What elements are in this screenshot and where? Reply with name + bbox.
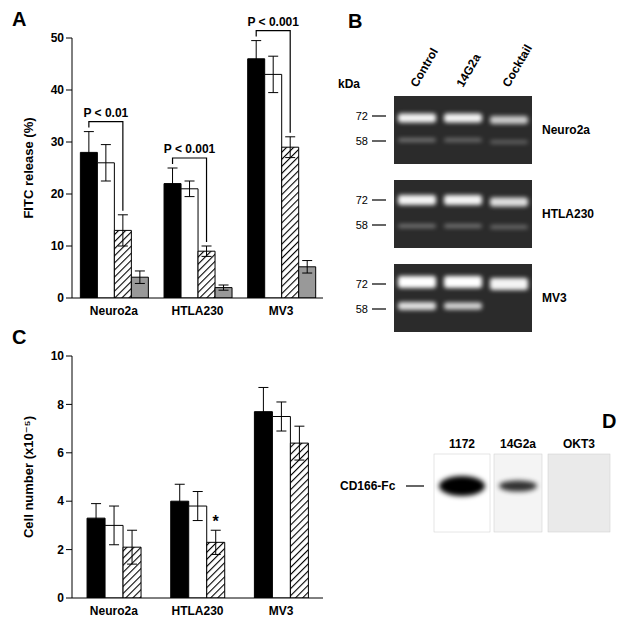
svg-text:10: 10 [51,239,65,253]
svg-text:P < 0.001: P < 0.001 [247,15,299,29]
svg-text:FITC release (%): FITC release (%) [21,117,36,218]
svg-text:HTLA230: HTLA230 [171,604,223,618]
svg-text:14G2a: 14G2a [500,437,536,451]
svg-text:14G2a: 14G2a [453,51,483,89]
svg-text:2: 2 [57,543,64,557]
svg-text:58: 58 [356,135,368,147]
svg-text:58: 58 [356,303,368,315]
svg-text:1172: 1172 [449,437,475,451]
svg-text:0: 0 [57,591,64,605]
svg-text:58: 58 [356,219,368,231]
svg-text:50: 50 [51,31,65,45]
svg-text:P < 0.001: P < 0.001 [164,142,216,156]
svg-text:OKT3: OKT3 [563,437,595,451]
svg-text:*: * [213,513,220,530]
svg-text:72: 72 [356,110,368,122]
svg-text:Control: Control [407,46,440,90]
svg-text:Neuro2a: Neuro2a [90,604,138,618]
svg-text:MV3: MV3 [269,304,294,318]
svg-text:HTLA230: HTLA230 [542,207,594,221]
svg-text:D: D [602,410,616,432]
svg-text:Neuro2a: Neuro2a [90,304,138,318]
svg-text:72: 72 [356,194,368,206]
svg-text:6: 6 [57,446,64,460]
html-text:A: A [12,8,27,30]
svg-text:72: 72 [356,278,368,290]
svg-text:Cell number (x10⁻⁵): Cell number (x10⁻⁵) [21,416,36,538]
svg-text:8: 8 [57,398,64,412]
svg-text:CD166-Fc: CD166-Fc [340,479,396,493]
svg-text:0: 0 [57,291,64,305]
svg-text:10: 10 [51,349,65,363]
svg-text:HTLA230: HTLA230 [171,304,223,318]
html-text:C: C [12,326,27,348]
svg-text:40: 40 [51,83,65,97]
svg-text:20: 20 [51,187,65,201]
svg-text:30: 30 [51,135,65,149]
svg-text:4: 4 [57,494,64,508]
svg-text:MV3: MV3 [269,604,294,618]
svg-text:B: B [348,10,362,32]
svg-text:kDa: kDa [338,77,360,91]
svg-text:Cocktail: Cocktail [499,42,534,89]
svg-text:MV3: MV3 [542,291,567,305]
svg-text:P < 0.01: P < 0.01 [83,106,128,120]
svg-text:Neuro2a: Neuro2a [542,123,590,137]
